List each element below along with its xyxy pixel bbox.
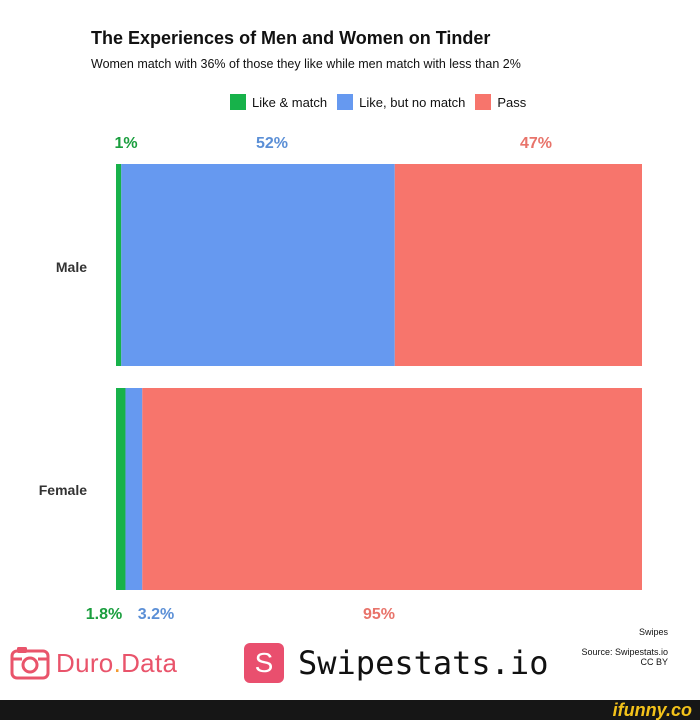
axis-note: Swipes bbox=[638, 627, 668, 637]
data-label-male-2: 47% bbox=[520, 135, 552, 152]
stacked-bar-chart: 1% 52% 47% Male 1.8% 3.2% 95% Female bbox=[39, 135, 643, 623]
data-label-female-0: 1.8% bbox=[86, 606, 122, 623]
duro-data-logo: Duro.Data bbox=[10, 646, 177, 680]
camera-icon bbox=[10, 647, 50, 680]
duro-main: Duro bbox=[56, 647, 114, 678]
category-label-male: Male bbox=[56, 259, 87, 275]
data-label-female-1: 3.2% bbox=[138, 606, 174, 623]
data-label-male-1: 52% bbox=[256, 135, 288, 152]
legend: Like & match Like, but no match Pass bbox=[230, 94, 536, 110]
bar-female-like-match bbox=[116, 388, 126, 590]
swipestats-logo: S Swipestats.io bbox=[244, 643, 548, 683]
data-label-male-0: 1% bbox=[114, 135, 137, 152]
legend-label-pass: Pass bbox=[497, 94, 527, 110]
swipestats-wordmark: Swipestats.io bbox=[298, 644, 549, 682]
license-note: CC BY bbox=[640, 657, 668, 667]
legend-label-like-match: Like & match bbox=[252, 94, 328, 110]
bar-female-pass bbox=[142, 388, 643, 590]
watermark-bar: ifunny.co bbox=[0, 700, 700, 720]
legend-swatch-like-match bbox=[230, 94, 246, 110]
duro-dot: . bbox=[113, 647, 122, 678]
ifunny-watermark: ifunny.co bbox=[612, 700, 692, 720]
legend-swatch-pass bbox=[475, 94, 492, 110]
legend-swatch-like-no-match bbox=[337, 94, 354, 110]
legend-item-pass: Pass bbox=[475, 94, 526, 110]
data-label-female-2: 95% bbox=[363, 606, 395, 623]
legend-item-like-no-match: Like, but no match bbox=[337, 94, 465, 110]
source-note: Source: Swipestats.io bbox=[581, 647, 668, 657]
bar-male-like-match bbox=[116, 164, 122, 366]
category-label-female: Female bbox=[39, 482, 87, 498]
chart-subtitle: Women match with 36% of those they like … bbox=[91, 57, 521, 71]
bar-female-like-but-no-match bbox=[125, 388, 143, 590]
duro-tail: Data bbox=[121, 647, 178, 678]
chart-title: The Experiences of Men and Women on Tind… bbox=[91, 28, 491, 48]
bar-male-pass bbox=[394, 164, 642, 366]
duro-data-wordmark: Duro.Data bbox=[56, 648, 177, 679]
legend-label-like-no-match: Like, but no match bbox=[359, 94, 466, 110]
swipestats-icon: S bbox=[244, 643, 284, 683]
bar-male-like-but-no-match bbox=[121, 164, 395, 366]
legend-item-like-match: Like & match bbox=[230, 94, 327, 110]
